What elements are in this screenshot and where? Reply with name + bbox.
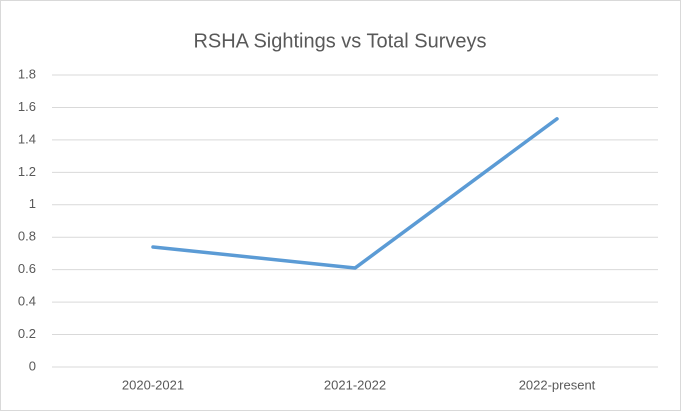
x-tick-label: 2021-2022 bbox=[324, 377, 386, 392]
y-tick-label: 1 bbox=[29, 196, 36, 211]
y-tick-label: 0.4 bbox=[18, 294, 36, 309]
y-tick-label: 0.8 bbox=[18, 229, 36, 244]
y-tick-label: 1.6 bbox=[18, 99, 36, 114]
chart-title: RSHA Sightings vs Total Surveys bbox=[193, 30, 486, 52]
y-tick-label: 1.8 bbox=[18, 66, 36, 81]
y-tick-label: 0 bbox=[29, 358, 36, 373]
x-tick-label: 2020-2021 bbox=[122, 377, 184, 392]
y-tick-label: 1.4 bbox=[18, 131, 36, 146]
y-tick-label: 0.2 bbox=[18, 326, 36, 341]
y-tick-label: 1.2 bbox=[18, 164, 36, 179]
x-tick-label: 2022-present bbox=[519, 377, 596, 392]
data-line bbox=[151, 117, 559, 270]
y-tick-label: 0.6 bbox=[18, 261, 36, 276]
